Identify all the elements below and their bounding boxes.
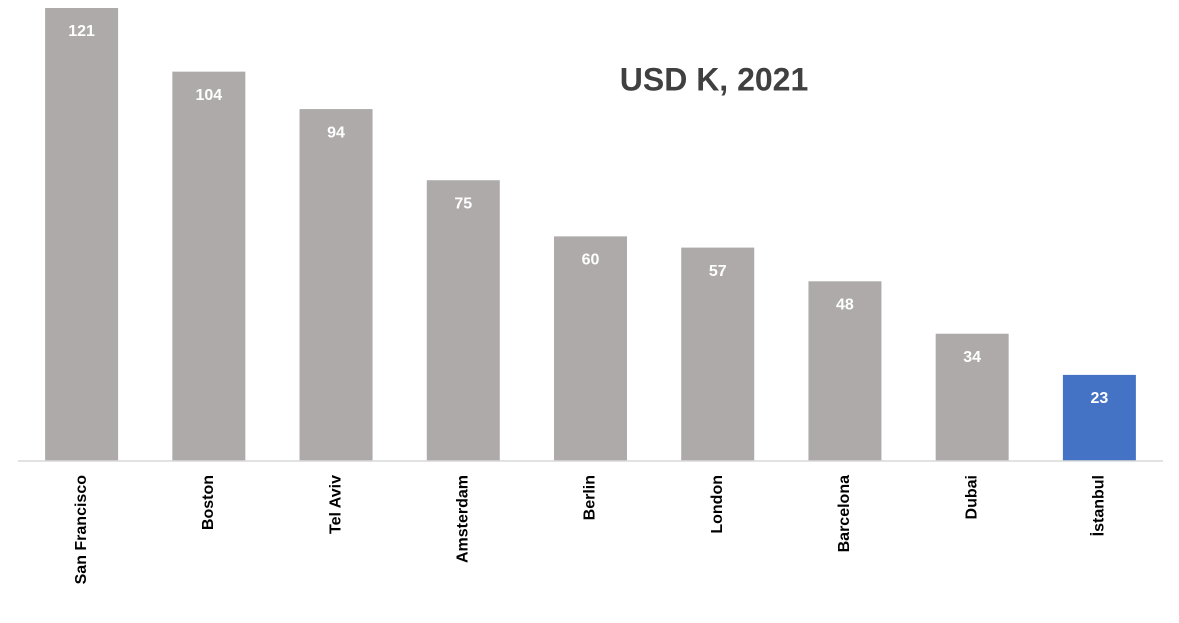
- bar: [935, 333, 1009, 461]
- bar: [299, 109, 373, 461]
- value-label: 34: [963, 349, 981, 366]
- bar: [554, 236, 627, 461]
- x-tick-label: San Francisco: [73, 475, 90, 585]
- value-label: 104: [195, 87, 222, 104]
- bar: [45, 8, 119, 461]
- x-tick-label: London: [709, 475, 726, 534]
- bar: [1062, 374, 1136, 461]
- value-label: 57: [709, 263, 727, 280]
- x-tick-label: Tel Aviv: [327, 475, 344, 534]
- chart-title: USD K, 2021: [620, 61, 809, 97]
- value-label: 121: [68, 23, 95, 40]
- value-label: 94: [327, 124, 345, 141]
- x-tick-label: Amsterdam: [454, 475, 471, 563]
- x-tick-label: Barcelona: [836, 475, 853, 552]
- x-tick-label: Berlin: [582, 475, 599, 520]
- value-label: 48: [836, 297, 854, 314]
- bar: [681, 247, 755, 461]
- x-tick-label: Dubai: [963, 475, 980, 519]
- bar: [172, 71, 246, 462]
- value-label: 60: [582, 252, 600, 269]
- bar: [426, 180, 500, 461]
- bar: [808, 281, 882, 461]
- x-tick-label: İstanbul: [1090, 475, 1108, 536]
- value-label: 75: [454, 195, 472, 212]
- x-tick-label: Boston: [200, 475, 217, 530]
- value-label: 23: [1090, 390, 1108, 407]
